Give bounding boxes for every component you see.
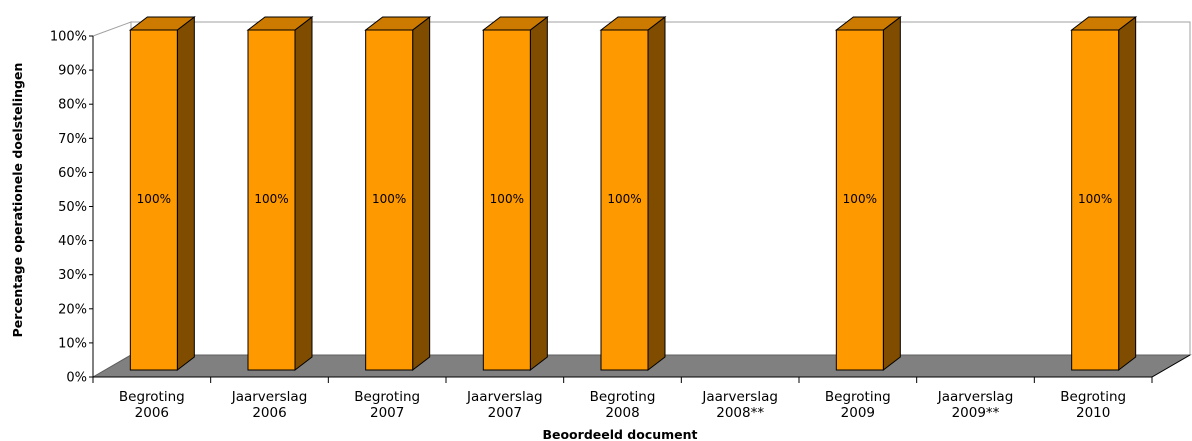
y-tick-label: 100% — [50, 30, 87, 45]
bar-front — [482, 29, 531, 371]
bar-side — [294, 15, 313, 372]
bar-data-label: 100% — [254, 192, 288, 206]
y-tick-label: 90% — [58, 64, 87, 79]
bar-data-label: 100% — [137, 192, 171, 206]
x-tick-label: Begroting 2006 — [119, 389, 185, 421]
bar-front — [1071, 29, 1120, 371]
bar-side — [882, 15, 901, 372]
bar-front — [365, 29, 414, 371]
bar-side — [176, 15, 195, 372]
bar-front — [835, 29, 884, 371]
x-tick-label: Jaarverslag 2006 — [231, 389, 308, 421]
y-tick-label: 50% — [58, 200, 87, 215]
x-axis: Begroting 2006 Jaarverslag 2006 Begroting 200… — [92, 354, 1191, 421]
y-axis-label: Percentage operationele doelstelingen — [10, 63, 25, 338]
bar-side — [1118, 15, 1137, 372]
x-tick-label: Begroting 2008 — [590, 389, 656, 421]
bar-data-label: 100% — [372, 192, 406, 206]
bar: 100% — [481, 15, 549, 372]
bar-front — [129, 29, 178, 371]
y-tick-label: 10% — [58, 336, 87, 351]
bar: 100% — [834, 15, 902, 372]
bar-data-label: 100% — [607, 192, 641, 206]
y-axis: 0% 10% 20% 30% 40% 50% 60% 70% 80% 90% 100% — [50, 30, 94, 386]
y-tick-label: 40% — [58, 234, 87, 249]
x-axis-depth-line — [1151, 354, 1191, 378]
y-tick-label: 70% — [58, 132, 87, 147]
bar-side — [647, 15, 666, 372]
bar-data-label: 100% — [843, 192, 877, 206]
y-tick-label: 20% — [58, 302, 87, 317]
x-tick-label: Begroting 2007 — [354, 389, 420, 421]
x-tick-label: Jaarverslag 2009** — [937, 389, 1014, 421]
bar: 100% — [1070, 15, 1138, 372]
bar: 100% — [599, 15, 667, 372]
bar-front — [247, 29, 296, 371]
y-tick-label: 0% — [66, 371, 87, 386]
bar: 100% — [364, 15, 432, 372]
x-tick-label: Begroting 2010 — [1060, 389, 1126, 421]
x-tick-label: Jaarverslag 2007 — [466, 389, 543, 421]
bar-side — [412, 15, 431, 372]
y-tick-label: 30% — [58, 268, 87, 283]
side-wall — [92, 21, 132, 378]
bar-data-label: 100% — [490, 192, 524, 206]
x-tick-label: Jaarverslag 2008** — [701, 389, 778, 421]
y-tick-label: 80% — [58, 98, 87, 113]
x-axis-label: Beoordeeld document — [542, 427, 697, 441]
bar-data-label: 100% — [1078, 192, 1112, 206]
bar: 100% — [246, 15, 314, 372]
bar-front — [600, 29, 649, 371]
x-tick-label: Begroting 2009 — [825, 389, 891, 421]
bar-side — [529, 15, 548, 372]
bars: 100% 100% 100% 100% 100% 100% 100% — [128, 15, 1138, 372]
bar: 100% — [128, 15, 196, 372]
y-tick-label: 60% — [58, 166, 87, 181]
